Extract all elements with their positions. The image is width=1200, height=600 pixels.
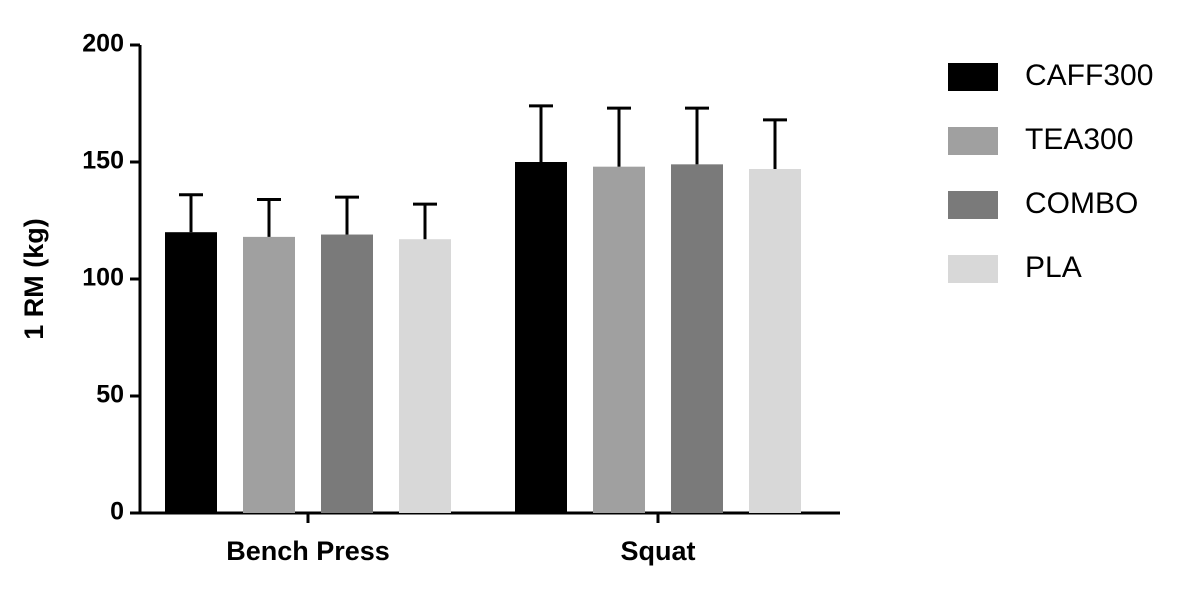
legend-label: PLA bbox=[1025, 251, 1082, 284]
bar bbox=[671, 164, 723, 513]
legend-label: TEA300 bbox=[1025, 123, 1133, 156]
y-tick-label: 0 bbox=[110, 498, 124, 526]
y-tick-label: 150 bbox=[82, 147, 124, 175]
legend-label: COMBO bbox=[1025, 187, 1138, 220]
bar bbox=[515, 162, 567, 513]
x-tick-label: Bench Press bbox=[226, 536, 390, 566]
y-axis-label: 1 RM (kg) bbox=[19, 218, 49, 340]
x-tick-label: Squat bbox=[620, 536, 695, 566]
legend-swatch bbox=[948, 63, 998, 91]
legend-swatch bbox=[948, 127, 998, 155]
y-tick-label: 50 bbox=[96, 381, 124, 409]
bar bbox=[165, 232, 217, 513]
legend-swatch bbox=[948, 191, 998, 219]
bar bbox=[749, 169, 801, 513]
y-tick-label: 100 bbox=[82, 264, 124, 292]
bar bbox=[243, 236, 295, 513]
bar bbox=[399, 239, 451, 513]
y-tick-label: 200 bbox=[82, 30, 124, 58]
legend-label: CAFF300 bbox=[1025, 59, 1153, 92]
bar bbox=[593, 166, 645, 513]
bar bbox=[321, 234, 373, 514]
legend-swatch bbox=[948, 255, 998, 283]
